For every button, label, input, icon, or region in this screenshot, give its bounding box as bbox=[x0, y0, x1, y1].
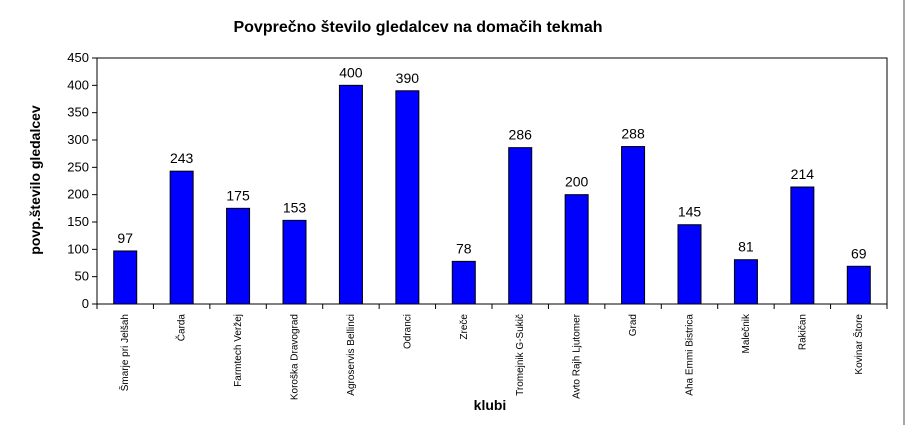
y-tick-label: 0 bbox=[82, 296, 89, 311]
bar bbox=[282, 219, 307, 305]
x-category-label: Farmtech Veržej bbox=[233, 314, 244, 387]
chart-marks: 0 50 100 150 200 250 300 350 400 450 97 Šmarje pri … bbox=[67, 50, 888, 400]
plot-area bbox=[96, 57, 888, 305]
bar bbox=[226, 207, 251, 305]
y-tick-label: 450 bbox=[67, 50, 89, 65]
x-axis-title: klubi bbox=[474, 397, 507, 413]
x-category-label: Tromejnik G-Sukič bbox=[515, 314, 526, 396]
x-category-label: Kovinar Štore bbox=[852, 314, 865, 375]
y-tick-label: 250 bbox=[67, 159, 89, 174]
right-edge-divider bbox=[903, 0, 905, 425]
bar bbox=[621, 146, 646, 305]
x-category-label: Odranci bbox=[402, 314, 413, 349]
x-category-label: Malečnik bbox=[741, 313, 752, 353]
y-tick-label: 200 bbox=[67, 187, 89, 202]
y-tick-label: 350 bbox=[67, 105, 89, 120]
data-label: 286 bbox=[509, 127, 533, 143]
x-category-label: Aha Emmi Bistrica bbox=[685, 314, 696, 396]
x-category-label: Zreče bbox=[459, 314, 470, 340]
data-label: 145 bbox=[678, 204, 702, 220]
data-label: 97 bbox=[117, 230, 133, 246]
x-category-label: Koroška Dravograd bbox=[290, 314, 301, 400]
bar bbox=[733, 259, 758, 305]
bar bbox=[113, 250, 138, 305]
x-category-label: Avto Rajh Ljutomer bbox=[572, 313, 583, 399]
data-label: 78 bbox=[456, 240, 472, 256]
bar bbox=[451, 260, 476, 305]
y-tick-label: 150 bbox=[67, 214, 89, 229]
bar bbox=[338, 84, 363, 305]
y-axis-title: povp.število gledalcev bbox=[27, 105, 43, 255]
bar bbox=[564, 194, 589, 305]
bar bbox=[846, 265, 871, 305]
y-tick-label: 50 bbox=[75, 269, 89, 284]
bar bbox=[169, 170, 194, 305]
x-category-label: Čarda bbox=[175, 314, 188, 342]
data-label: 243 bbox=[170, 150, 194, 166]
y-tick-label: 100 bbox=[67, 241, 89, 256]
x-category-label: Rakičan bbox=[797, 314, 808, 350]
data-label: 153 bbox=[283, 199, 307, 215]
data-label: 390 bbox=[396, 70, 420, 86]
x-category-label: Grad bbox=[628, 314, 639, 336]
bar bbox=[790, 186, 815, 305]
x-category-label: Agroservis Bellinci bbox=[346, 314, 357, 396]
bar bbox=[508, 147, 533, 305]
data-label: 81 bbox=[738, 239, 754, 255]
data-label: 214 bbox=[791, 166, 815, 182]
data-label: 175 bbox=[226, 187, 250, 203]
data-label: 200 bbox=[565, 174, 589, 190]
chart-title: Povprečno število gledalcev na domačih t… bbox=[233, 19, 602, 36]
bar bbox=[395, 90, 420, 305]
y-tick-label: 300 bbox=[67, 132, 89, 147]
x-category-label: Šmarje pri Jelšah bbox=[118, 314, 131, 391]
bar bbox=[677, 224, 702, 305]
data-label: 400 bbox=[339, 64, 363, 80]
data-label: 69 bbox=[851, 245, 867, 261]
y-tick-label: 400 bbox=[67, 77, 89, 92]
data-label: 288 bbox=[621, 126, 645, 142]
